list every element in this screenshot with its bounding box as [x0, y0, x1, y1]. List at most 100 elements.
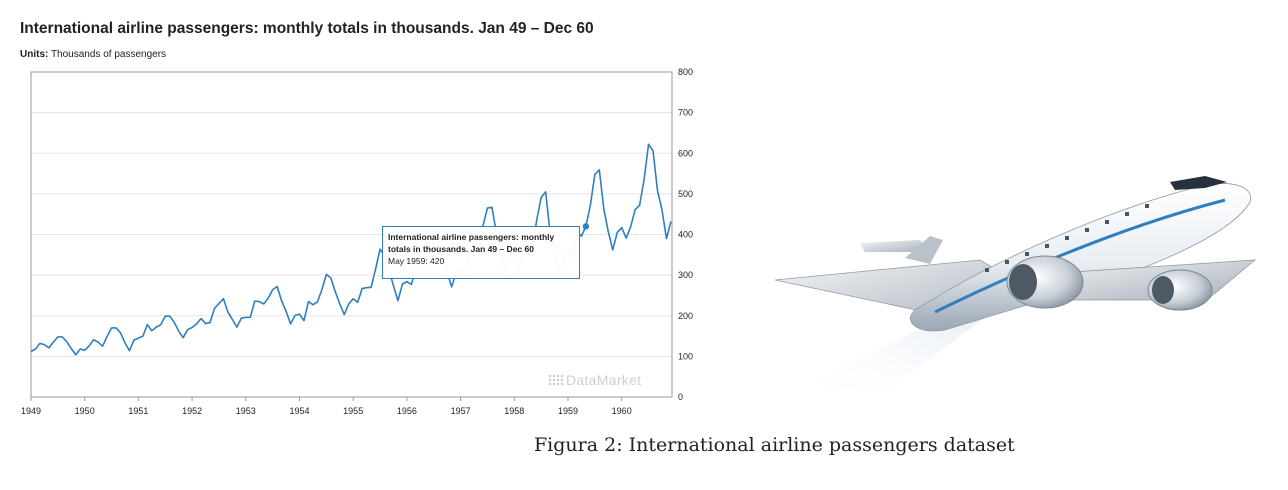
data-point[interactable]	[665, 237, 667, 239]
data-point[interactable]	[182, 336, 184, 338]
data-point[interactable]	[164, 315, 166, 317]
data-point[interactable]	[652, 150, 654, 152]
data-point[interactable]	[280, 300, 282, 302]
data-point[interactable]	[401, 283, 403, 285]
data-point[interactable]	[312, 304, 314, 306]
data-point[interactable]	[133, 339, 135, 341]
data-point[interactable]	[236, 326, 238, 328]
data-point[interactable]	[607, 230, 609, 232]
data-point[interactable]	[544, 191, 546, 193]
data-point[interactable]	[491, 206, 493, 208]
data-point[interactable]	[88, 345, 90, 347]
data-point[interactable]	[647, 143, 649, 145]
data-point[interactable]	[379, 248, 381, 250]
data-point[interactable]	[612, 249, 614, 251]
data-point[interactable]	[119, 332, 121, 334]
data-point[interactable]	[92, 339, 94, 341]
data-point[interactable]	[294, 314, 296, 316]
data-point[interactable]	[594, 173, 596, 175]
data-point[interactable]	[155, 326, 157, 328]
data-point[interactable]	[209, 321, 211, 323]
data-point[interactable]	[352, 297, 354, 299]
data-point[interactable]	[258, 300, 260, 302]
data-point[interactable]	[625, 237, 627, 239]
data-point[interactable]	[661, 209, 663, 211]
data-point[interactable]	[66, 341, 68, 343]
data-point[interactable]	[580, 235, 582, 237]
data-point[interactable]	[406, 280, 408, 282]
highlight-point[interactable]	[582, 223, 590, 230]
data-point[interactable]	[75, 354, 77, 356]
data-point[interactable]	[39, 342, 41, 344]
data-point[interactable]	[285, 310, 287, 312]
data-point[interactable]	[160, 323, 162, 325]
data-point[interactable]	[70, 347, 72, 349]
data-point[interactable]	[169, 315, 171, 317]
data-point[interactable]	[52, 341, 54, 343]
data-point[interactable]	[137, 337, 139, 339]
data-point[interactable]	[589, 204, 591, 206]
data-point[interactable]	[61, 336, 63, 338]
data-point[interactable]	[392, 284, 394, 286]
data-point[interactable]	[30, 350, 32, 352]
data-point[interactable]	[142, 335, 144, 337]
data-point[interactable]	[218, 302, 220, 304]
data-point[interactable]	[486, 207, 488, 209]
data-point[interactable]	[374, 268, 376, 270]
data-point[interactable]	[616, 231, 618, 233]
data-point[interactable]	[634, 209, 636, 211]
data-point[interactable]	[321, 289, 323, 291]
data-point[interactable]	[254, 300, 256, 302]
data-point[interactable]	[348, 303, 350, 305]
data-point[interactable]	[128, 349, 130, 351]
data-point[interactable]	[222, 297, 224, 299]
data-point[interactable]	[450, 286, 452, 288]
data-point[interactable]	[316, 301, 318, 303]
data-point[interactable]	[124, 342, 126, 344]
data-point[interactable]	[598, 169, 600, 171]
data-point[interactable]	[365, 287, 367, 289]
data-point[interactable]	[79, 348, 81, 350]
data-point[interactable]	[334, 291, 336, 293]
data-point[interactable]	[656, 189, 658, 191]
data-point[interactable]	[48, 347, 50, 349]
data-point[interactable]	[330, 277, 332, 279]
data-point[interactable]	[213, 307, 215, 309]
data-point[interactable]	[643, 178, 645, 180]
data-point[interactable]	[410, 283, 412, 285]
data-point[interactable]	[245, 316, 247, 318]
data-point[interactable]	[146, 323, 148, 325]
data-point[interactable]	[200, 317, 202, 319]
data-point[interactable]	[191, 326, 193, 328]
data-point[interactable]	[629, 226, 631, 228]
data-point[interactable]	[271, 289, 273, 291]
data-point[interactable]	[186, 328, 188, 330]
data-point[interactable]	[356, 301, 358, 303]
data-point[interactable]	[240, 317, 242, 319]
data-point[interactable]	[101, 345, 103, 347]
data-point[interactable]	[343, 313, 345, 315]
data-point[interactable]	[325, 273, 327, 275]
data-point[interactable]	[195, 323, 197, 325]
data-point[interactable]	[621, 226, 623, 228]
data-point[interactable]	[110, 327, 112, 329]
data-point[interactable]	[84, 349, 86, 351]
data-point[interactable]	[263, 303, 265, 305]
data-point[interactable]	[298, 313, 300, 315]
data-point[interactable]	[177, 330, 179, 332]
data-point[interactable]	[106, 335, 108, 337]
data-point[interactable]	[603, 208, 605, 210]
data-point[interactable]	[535, 219, 537, 221]
data-point[interactable]	[97, 341, 99, 343]
data-point[interactable]	[397, 300, 399, 302]
data-point[interactable]	[339, 303, 341, 305]
data-point[interactable]	[540, 196, 542, 198]
data-point[interactable]	[151, 330, 153, 332]
data-point[interactable]	[361, 287, 363, 289]
data-point[interactable]	[173, 321, 175, 323]
data-point[interactable]	[670, 220, 672, 222]
data-point[interactable]	[249, 316, 251, 318]
data-point[interactable]	[115, 327, 117, 329]
data-point[interactable]	[43, 343, 45, 345]
data-point[interactable]	[204, 322, 206, 324]
